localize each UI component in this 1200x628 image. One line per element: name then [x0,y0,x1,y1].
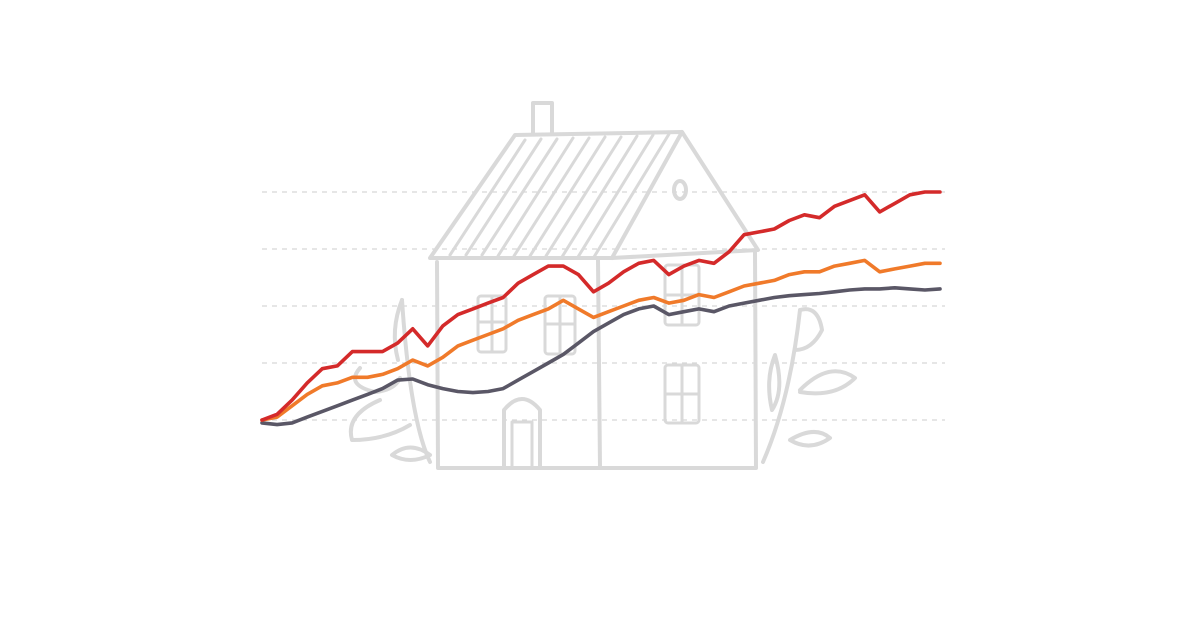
left-plant [348,298,432,464]
door-inner [510,420,534,470]
front-wall [435,258,602,470]
house-illustration [348,101,857,470]
right-plant [761,307,857,464]
roof-ridge [610,130,684,260]
front-windows [476,294,577,356]
roof-shape [428,130,760,260]
series-line-1 [260,190,942,422]
chimney-shape [531,101,554,135]
series-layer [260,190,942,427]
attic-window [672,179,688,201]
roof-hatching [448,132,671,259]
side-wall [598,250,758,470]
side-windows [663,263,701,425]
door [502,397,542,470]
series-line-3 [260,286,942,427]
series-line-2 [260,258,942,422]
